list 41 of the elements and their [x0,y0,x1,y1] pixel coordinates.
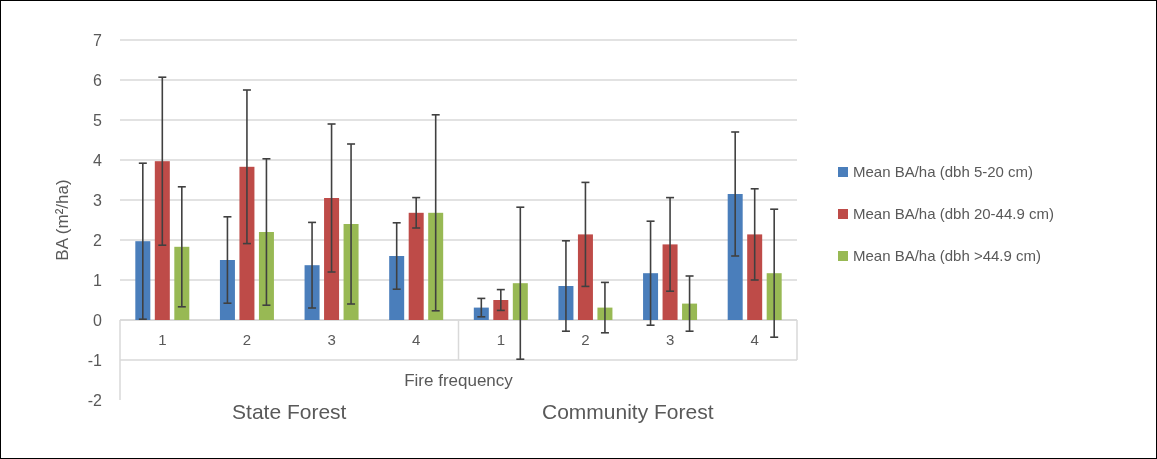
legend-label: Mean BA/ha (dbh 5-20 cm) [853,163,1034,181]
x-tick-label: 2 [581,331,590,349]
bar [428,212,444,320]
y-tick-label: -1 [87,351,103,369]
bar [493,300,509,320]
y-tick-label: 0 [93,311,103,329]
bar [512,283,528,320]
x-tick-label: 1 [496,331,505,349]
text: State Forest [232,400,347,424]
x-tick-label: 4 [412,331,421,349]
bar [239,166,255,320]
bar [747,234,763,320]
legend-label: Mean BA/ha (dbh 20-44.9 cm) [853,205,1054,223]
x-tick-label: 3 [327,331,336,349]
y-axis-title: BA (m²/ha) [52,179,72,261]
y-tick-label: 5 [93,111,103,129]
bar [727,194,743,320]
x-tick-label: 2 [242,331,252,349]
x-tick-label: 4 [750,331,759,349]
legend-label: Mean BA/ha (dbh >44.9 cm) [853,247,1042,265]
y-tick-label: 6 [93,71,103,89]
y-tick-label: -2 [87,391,103,409]
bar [389,256,405,320]
y-tick-label: 4 [93,151,103,169]
bar [643,273,659,320]
bar [154,161,170,320]
text: Community Forest [541,400,714,424]
y-tick-label: 3 [93,191,103,209]
bar [577,234,593,320]
y-tick-label: 2 [93,231,103,249]
bar [682,303,698,320]
x-axis-title: Fire frequency [404,370,514,390]
bar [258,232,274,320]
x-tick-label: 3 [665,331,675,349]
bar [662,244,678,320]
y-tick-label: 7 [93,31,103,49]
bar [324,198,340,320]
x-tick-label: 1 [158,331,167,349]
bar [408,212,424,320]
y-tick-label: 1 [93,271,103,289]
bar [219,260,235,320]
